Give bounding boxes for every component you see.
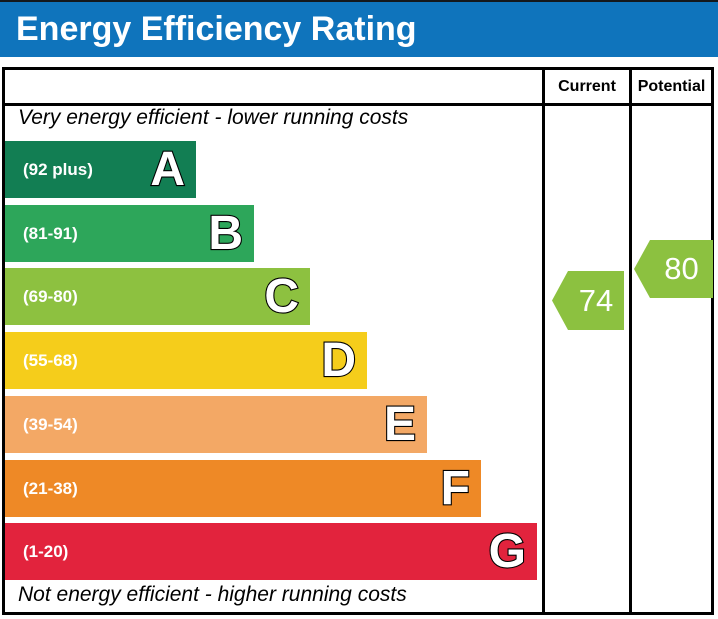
header-row-divider	[5, 103, 711, 106]
band-range-label: (81-91)	[23, 223, 78, 243]
band-letter: B	[207, 206, 244, 260]
potential-rating-marker: 80	[634, 240, 713, 298]
band-letter: E	[383, 397, 417, 451]
band-b-bar: (81-91) B	[5, 205, 254, 262]
rating-table: Current Potential Very energy efficient …	[2, 67, 714, 615]
band-letter: C	[263, 269, 300, 323]
band-a-bar: (92 plus) A	[5, 141, 196, 198]
band-range-label: (21-38)	[23, 478, 78, 498]
potential-rating-value: 80	[664, 251, 699, 286]
current-rating-value: 74	[578, 282, 614, 318]
band-range-label: (69-80)	[23, 286, 78, 306]
band-letter: F	[440, 461, 472, 515]
band-f-bar: (21-38) F	[5, 460, 481, 517]
band-letter: G	[488, 524, 528, 578]
title-bar: Energy Efficiency Rating	[0, 2, 718, 57]
band-range-label: (92 plus)	[23, 159, 93, 179]
band-d-bar: (55-68) D	[5, 332, 367, 389]
top-border-line	[0, 0, 718, 2]
band-letter: D	[320, 333, 357, 387]
band-range-label: (39-54)	[23, 414, 78, 434]
band-e-bar: (39-54) E	[5, 396, 427, 453]
current-rating-marker: 74	[552, 271, 624, 330]
band-range-label: (1-20)	[23, 541, 69, 561]
band-g-bar: (1-20) G	[5, 523, 537, 580]
current-column-divider	[542, 70, 545, 612]
band-letter: A	[149, 142, 186, 196]
potential-column-divider	[629, 70, 632, 612]
top-caption: Very energy efficient - lower running co…	[18, 106, 409, 129]
bottom-caption: Not energy efficient - higher running co…	[18, 583, 407, 606]
band-c-bar: (69-80) C	[5, 268, 310, 325]
current-column-header: Current	[558, 78, 616, 95]
page-title: Energy Efficiency Rating	[16, 10, 417, 48]
band-range-label: (55-68)	[23, 350, 78, 370]
potential-column-header: Potential	[637, 78, 706, 95]
